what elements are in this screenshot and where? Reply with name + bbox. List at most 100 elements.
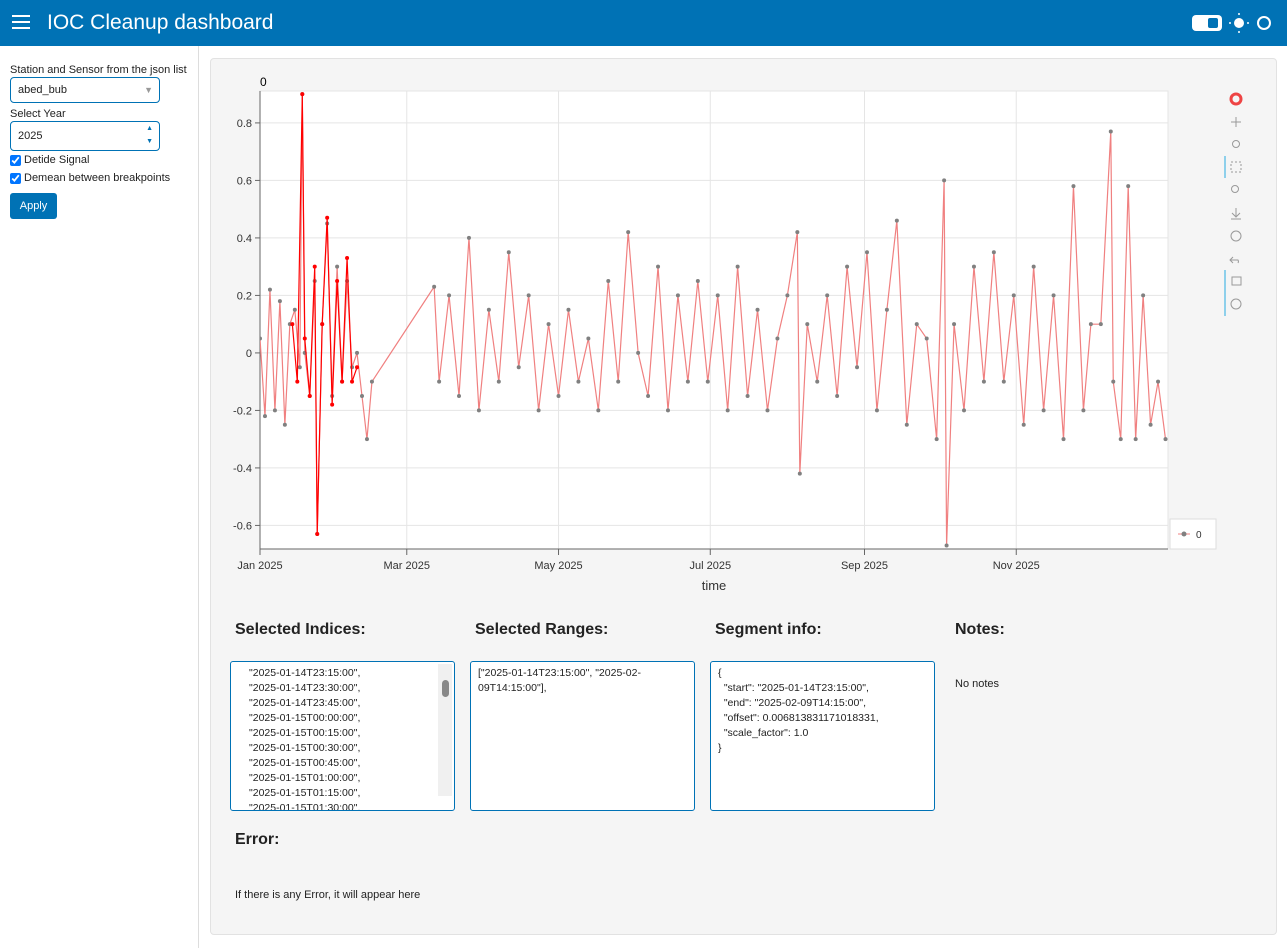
sidebar: Station and Sensor from the json list ab… <box>0 46 199 948</box>
data-point <box>486 307 491 312</box>
data-point <box>805 322 810 327</box>
y-tick-label: -0.2 <box>233 405 252 417</box>
year-input[interactable]: 2025 ▲ ▼ <box>10 121 160 151</box>
data-point <box>952 322 957 327</box>
data-point <box>1001 379 1006 384</box>
data-point <box>355 350 360 355</box>
tool-reset[interactable] <box>1230 230 1242 242</box>
data-point <box>636 350 641 355</box>
y-tick-label: 0.2 <box>237 290 252 302</box>
menu-icon[interactable] <box>12 14 30 30</box>
data-point <box>1133 437 1138 442</box>
scrollbar[interactable] <box>438 664 452 796</box>
text-line: { <box>718 667 722 679</box>
checkbox-label: Demean between breakpoints <box>24 172 171 184</box>
label: Station and Sensor from the json list <box>10 64 187 76</box>
data-point <box>725 408 730 413</box>
tool-undo[interactable] <box>1229 256 1239 264</box>
panel-title: Segment info: <box>715 621 822 638</box>
data-point <box>546 322 551 327</box>
data-point <box>1141 293 1146 298</box>
data-point <box>457 394 462 399</box>
data-point <box>755 307 760 312</box>
tool-hover[interactable] <box>1231 276 1242 286</box>
data-point <box>432 284 437 289</box>
data-point <box>1118 437 1123 442</box>
data-point <box>350 379 355 384</box>
data-point <box>1156 379 1161 384</box>
panel-title: Notes: <box>955 621 1005 638</box>
data-point <box>864 250 869 255</box>
data-point <box>845 264 850 269</box>
data-point <box>775 336 780 341</box>
data-point <box>1108 129 1113 134</box>
data-point <box>815 379 820 384</box>
data-point <box>302 336 307 341</box>
x-tick-label: May 2025 <box>534 560 582 572</box>
tool-pan[interactable] <box>1231 117 1241 127</box>
data-point <box>556 394 561 399</box>
data-point <box>606 279 611 284</box>
data-point <box>735 264 740 269</box>
checkbox[interactable]: Detide Signal <box>10 154 89 166</box>
data-point <box>282 422 287 427</box>
segment-textarea[interactable]: { "start": "2025-01-14T23:15:00", "end":… <box>710 661 935 811</box>
text-line: "2025-01-14T23:15:00", <box>249 667 361 679</box>
text-line: } <box>718 742 722 754</box>
data-point <box>307 394 312 399</box>
data-point <box>325 215 330 220</box>
x-axis-label: time <box>702 578 727 593</box>
data-point <box>516 365 521 370</box>
notes-text: No notes <box>955 678 1000 690</box>
data-point <box>260 336 262 341</box>
data-point <box>290 322 295 327</box>
data-point <box>944 543 949 548</box>
tool-lasso[interactable] <box>1231 185 1239 193</box>
apply-button[interactable]: Apply <box>10 193 57 219</box>
data-point <box>705 379 710 384</box>
data-point <box>715 293 720 298</box>
data-point <box>1148 422 1153 427</box>
text-line: "scale_factor": 1.0 <box>718 727 809 739</box>
text-line: "2025-01-15T00:00:00", <box>249 712 361 724</box>
tool-zoom[interactable] <box>1232 140 1240 148</box>
data-point <box>855 365 860 370</box>
data-point <box>656 264 661 269</box>
indices-textarea[interactable]: "2025-01-14T23:15:00", "2025-01-14T23:30:… <box>230 661 455 811</box>
data-point <box>466 235 471 240</box>
data-point <box>1011 293 1016 298</box>
checkbox[interactable]: Demean between breakpoints <box>10 172 170 184</box>
data-point <box>1021 422 1026 427</box>
y-tick-label: 0.8 <box>237 118 252 130</box>
data-point <box>934 437 939 442</box>
data-point <box>981 379 986 384</box>
data-point <box>914 322 919 327</box>
data-point <box>924 336 929 341</box>
text-line: "2025-01-15T01:30:00", <box>249 802 361 811</box>
data-point <box>1081 408 1086 413</box>
data-point <box>364 437 369 442</box>
data-point <box>1051 293 1056 298</box>
data-point <box>991 250 996 255</box>
tool-save[interactable] <box>1231 208 1241 220</box>
tool-logo[interactable] <box>1229 92 1243 106</box>
tool-crosshair[interactable] <box>1230 298 1242 310</box>
tool-select[interactable] <box>1230 161 1242 173</box>
station-select[interactable]: abed_bub ▼ <box>10 77 160 103</box>
data-point <box>335 279 340 284</box>
app-title: IOC Cleanup dashboard <box>47 11 274 34</box>
text-line: "end": "2025-02-09T14:15:00", <box>718 697 867 709</box>
data-point <box>566 307 571 312</box>
data-point <box>1061 437 1066 442</box>
panel-title: Selected Ranges: <box>475 621 609 638</box>
ranges-textarea[interactable]: ["2025-01-14T23:15:00", "2025-02-09T14:1… <box>470 661 695 811</box>
data-point <box>267 287 272 292</box>
text-line: "2025-01-15T00:30:00", <box>249 742 361 754</box>
theme-controls[interactable] <box>1190 12 1280 34</box>
label: Select Year <box>10 108 66 120</box>
data-point <box>675 293 680 298</box>
data-point <box>1111 379 1116 384</box>
data-point <box>476 408 481 413</box>
data-point <box>1031 264 1036 269</box>
